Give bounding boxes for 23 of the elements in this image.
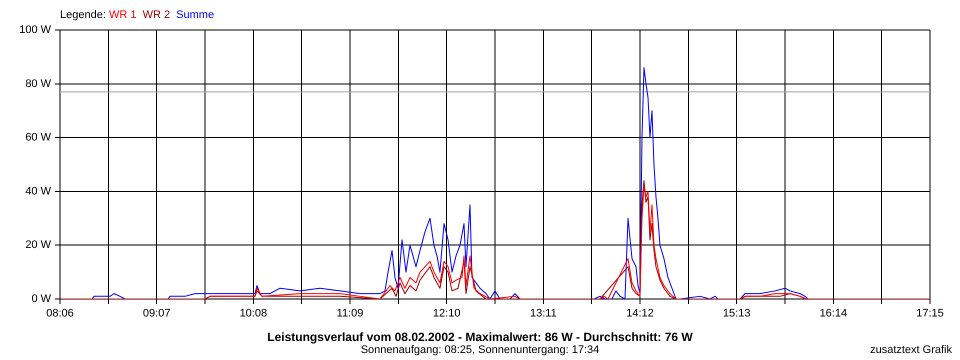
y-tick-label: 80 W bbox=[25, 78, 52, 90]
x-tick-label: 17:15 bbox=[916, 308, 944, 320]
x-tick-label: 11:09 bbox=[336, 308, 364, 320]
y-tick-label: 0 W bbox=[31, 293, 52, 306]
x-tick-label: 10:08 bbox=[240, 308, 268, 320]
text: Leistungsverlauf vom 08.02.2002 - Maximalwert: 86 W - Durchschnitt: 76 W bbox=[266, 330, 694, 344]
y-tick-label: 20 W bbox=[25, 239, 52, 252]
text: zusatztext Grafik bbox=[870, 344, 952, 356]
x-tick-label: 13:11 bbox=[530, 308, 557, 320]
x-tick-label: 09:07 bbox=[142, 308, 170, 320]
text: Summe bbox=[176, 9, 214, 21]
x-tick-label: 15:13 bbox=[722, 308, 750, 320]
legend-title: Legende: bbox=[60, 9, 106, 21]
y-tick-label: 60 W bbox=[25, 132, 52, 144]
y-tick-label: 40 W bbox=[25, 185, 52, 198]
text: WR 1 bbox=[108, 9, 136, 21]
x-tick-label: 12:10 bbox=[432, 308, 460, 320]
text: Sonnenaufgang: 08:25, Sonnenuntergang: 17:34 bbox=[360, 344, 600, 356]
text: WR 2 bbox=[142, 9, 170, 21]
x-tick-label: 16:14 bbox=[820, 308, 848, 320]
x-tick-label: 14:12 bbox=[626, 308, 654, 320]
y-tick-label: 100 W bbox=[19, 24, 52, 36]
x-tick-label: 08:06 bbox=[46, 308, 74, 320]
